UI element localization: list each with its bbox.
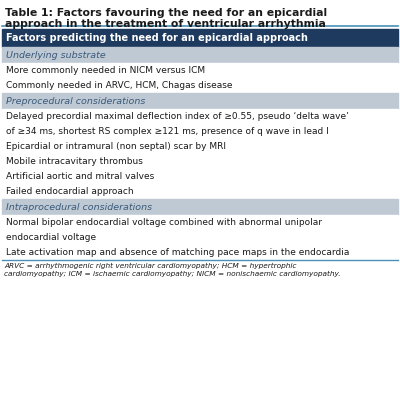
- Bar: [2, 63, 398, 78]
- Text: Factors predicting the need for an epicardial approach: Factors predicting the need for an epica…: [6, 33, 308, 43]
- Text: endocardial voltage: endocardial voltage: [6, 233, 96, 242]
- Text: Table 1: Factors favouring the need for an epicardial: Table 1: Factors favouring the need for …: [5, 8, 327, 18]
- Bar: [2, 29, 398, 47]
- Text: approach in the treatment of ventricular arrhythmia: approach in the treatment of ventricular…: [5, 19, 326, 29]
- Bar: [2, 245, 398, 260]
- Text: ARVC = arrhythmogenic right ventricular cardiomyopathy; HCM = hypertrophic: ARVC = arrhythmogenic right ventricular …: [4, 263, 296, 269]
- Text: Commonly needed in ARVC, HCM, Chagas disease: Commonly needed in ARVC, HCM, Chagas dis…: [6, 81, 232, 90]
- Bar: [2, 78, 398, 93]
- Text: cardiomyopathy; ICM = ischaemic cardiomyopathy; NICM = nonischaemic cardiomyopat: cardiomyopathy; ICM = ischaemic cardiomy…: [4, 271, 341, 277]
- Text: More commonly needed in NICM versus ICM: More commonly needed in NICM versus ICM: [6, 66, 205, 75]
- Bar: [2, 230, 398, 245]
- Text: Failed endocardial approach: Failed endocardial approach: [6, 187, 134, 196]
- Text: Intraprocedural considerations: Intraprocedural considerations: [6, 202, 152, 212]
- Text: Underlying substrate: Underlying substrate: [6, 50, 106, 60]
- Bar: [2, 93, 398, 109]
- Text: Artificial aortic and mitral valves: Artificial aortic and mitral valves: [6, 172, 154, 181]
- Bar: [2, 47, 398, 63]
- Bar: [2, 124, 398, 139]
- Text: Late activation map and absence of matching pace maps in the endocardia: Late activation map and absence of match…: [6, 248, 349, 257]
- Text: Normal bipolar endocardial voltage combined with abnormal unipolar: Normal bipolar endocardial voltage combi…: [6, 218, 322, 227]
- Text: Mobile intracavitary thrombus: Mobile intracavitary thrombus: [6, 157, 143, 166]
- Bar: [2, 215, 398, 230]
- Bar: [2, 169, 398, 184]
- Bar: [2, 109, 398, 124]
- Text: of ≥34 ms, shortest RS complex ≥121 ms, presence of q wave in lead I: of ≥34 ms, shortest RS complex ≥121 ms, …: [6, 127, 329, 136]
- Bar: [2, 199, 398, 215]
- Text: Preprocedural considerations: Preprocedural considerations: [6, 96, 145, 106]
- Bar: [2, 139, 398, 154]
- Bar: [2, 184, 398, 199]
- Text: Epicardial or intramural (non septal) scar by MRI: Epicardial or intramural (non septal) sc…: [6, 142, 226, 151]
- Bar: [2, 154, 398, 169]
- Text: Delayed precordial maximal deflection index of ≥0.55, pseudo ‘delta wave’: Delayed precordial maximal deflection in…: [6, 112, 349, 121]
